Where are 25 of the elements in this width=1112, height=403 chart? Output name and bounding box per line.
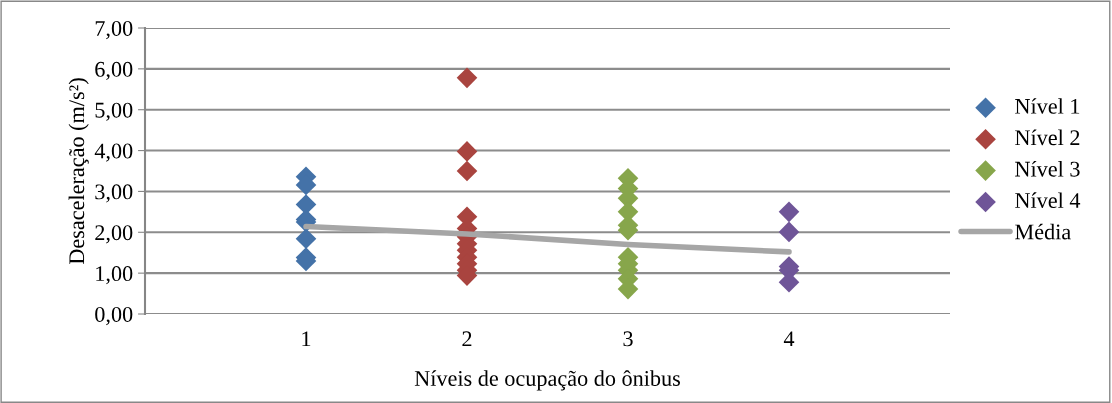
point: [295, 228, 317, 250]
point: [456, 141, 478, 162]
x-tick-label: 1: [302, 331, 311, 347]
x-tick-label: 2: [462, 331, 472, 347]
x-tick-label: 3: [623, 331, 633, 347]
legend-label: Nível 2: [1015, 129, 1080, 146]
point: [778, 201, 800, 223]
y-axis-title: Desaceleração (m/s²): [68, 78, 89, 265]
y-tick-label: 5,00: [95, 102, 133, 121]
y-tick-label: 6,00: [95, 61, 133, 80]
legend-label: Nível 3: [1015, 160, 1080, 177]
legend-label: Média: [1015, 223, 1071, 240]
point: [456, 67, 478, 89]
legend-label: Nível 1: [1015, 98, 1080, 114]
legend-label: Nível 4: [1015, 192, 1081, 209]
y-tick-label: 7,00: [95, 20, 133, 40]
y-tick-label: 1,00: [96, 266, 133, 285]
point: [778, 221, 800, 243]
y-tick-label: 2,00: [95, 225, 133, 244]
x-axis-title: Níveis de ocupação do ônibus: [414, 370, 680, 391]
x-tick-label: 4: [783, 331, 795, 347]
point: [456, 160, 478, 182]
y-tick-label: 3,00: [95, 184, 133, 203]
y-tick-label: 4,00: [94, 143, 133, 162]
y-tick-label: 0,00: [95, 306, 133, 326]
